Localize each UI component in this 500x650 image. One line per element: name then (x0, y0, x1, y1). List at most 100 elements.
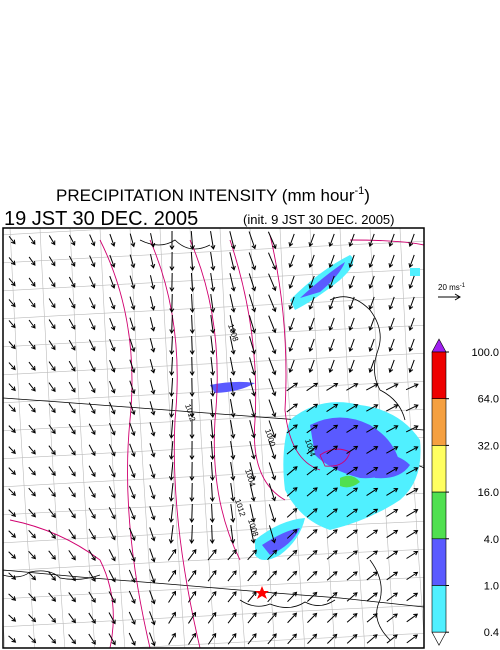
wind-vector (149, 527, 156, 542)
wind-vector (247, 591, 257, 603)
wind-vector (247, 570, 257, 582)
wind-vector (48, 403, 56, 414)
wind-vector (187, 569, 197, 582)
wind-vector (408, 359, 415, 374)
wind-vector (189, 482, 195, 502)
wind-vector (210, 252, 216, 271)
wind-vector (408, 338, 415, 353)
wind-vector (306, 549, 318, 560)
wind-vector (189, 503, 195, 523)
wind-vector (189, 377, 195, 397)
coastline (3, 570, 101, 580)
wind-vector (230, 441, 236, 460)
wind-vector (28, 635, 37, 644)
wind-vector (149, 380, 156, 395)
wind-vector (8, 572, 17, 580)
wind-vector (408, 275, 415, 290)
wind-vector (247, 549, 258, 561)
wind-vector (346, 424, 359, 433)
wind-vector (109, 317, 116, 331)
wind-vector (229, 357, 236, 376)
wind-vector (88, 612, 96, 624)
wind-vector (229, 315, 236, 334)
wind-vector (189, 398, 195, 418)
wind-vector (8, 278, 16, 287)
wind-vector (286, 528, 298, 539)
wind-vector (149, 464, 156, 479)
wind-vector (307, 612, 318, 623)
wind-vector (68, 423, 76, 435)
wind-vector (168, 590, 177, 603)
wind-vector (388, 338, 395, 353)
wind-vector (328, 233, 335, 248)
wind-vector (88, 465, 96, 478)
wind-vector (209, 461, 215, 481)
wind-vector (169, 272, 175, 292)
wind-vector (268, 462, 277, 481)
grid-line (3, 324, 424, 348)
wind-vector (388, 296, 395, 311)
wind-vector (249, 483, 256, 502)
wind-vector (109, 275, 116, 289)
grid-line (121, 632, 424, 648)
wind-vector (129, 254, 136, 269)
wind-vector (149, 422, 156, 437)
wind-vector (247, 612, 257, 624)
wind-vector (129, 317, 136, 332)
wind-vector (129, 401, 136, 416)
wind-vector (149, 338, 156, 353)
wind-vector (406, 509, 419, 517)
isobar (269, 234, 321, 471)
wind-vector (8, 425, 16, 434)
isobar (9, 519, 114, 648)
wind-vector (89, 255, 96, 268)
wind-vector (287, 591, 298, 603)
wind-vector (89, 276, 96, 289)
wind-vector (268, 378, 277, 397)
wind-vector (326, 466, 339, 476)
wind-vector (109, 380, 116, 394)
wind-vector (68, 613, 76, 624)
wind-vector (386, 592, 398, 602)
wind-vector (129, 485, 136, 500)
wind-vector (229, 336, 236, 355)
wind-vector (129, 275, 136, 290)
wind-vector (326, 591, 338, 602)
wind-vector (366, 592, 378, 602)
wind-vector (187, 548, 197, 561)
wind-vector (8, 404, 16, 413)
wind-vector (406, 550, 419, 559)
wind-vector (366, 383, 379, 391)
wind-vector (388, 233, 395, 248)
wind-vector (189, 230, 195, 250)
wind-vector (368, 233, 375, 248)
wind-vector (348, 233, 355, 248)
grid-line (3, 268, 424, 292)
wind-vector (268, 504, 277, 523)
wind-vector (189, 440, 195, 460)
wind-vector (248, 231, 257, 250)
wind-vector (88, 444, 96, 457)
wind-vector (268, 357, 277, 376)
wind-vector (189, 314, 195, 334)
wind-vector (68, 360, 76, 372)
wind-vector (48, 340, 56, 351)
wind-vector (129, 443, 136, 458)
wind-vector (8, 530, 17, 538)
wind-vector (249, 462, 256, 481)
wind-vector (306, 466, 318, 476)
wind-vector (328, 275, 335, 290)
wind-vector (249, 420, 256, 439)
wind-vector (189, 272, 195, 292)
wind-vector (366, 571, 378, 581)
wind-vector (230, 504, 236, 523)
wind-vector (28, 529, 36, 539)
wind-vector (68, 550, 76, 561)
wind-vector (8, 551, 17, 559)
wind-vector (268, 252, 277, 271)
wind-vector (406, 634, 418, 644)
wind-vector (229, 399, 236, 418)
colorbar-label: 100.0 (471, 347, 499, 359)
wind-vector (128, 590, 136, 604)
coastline (329, 296, 406, 421)
